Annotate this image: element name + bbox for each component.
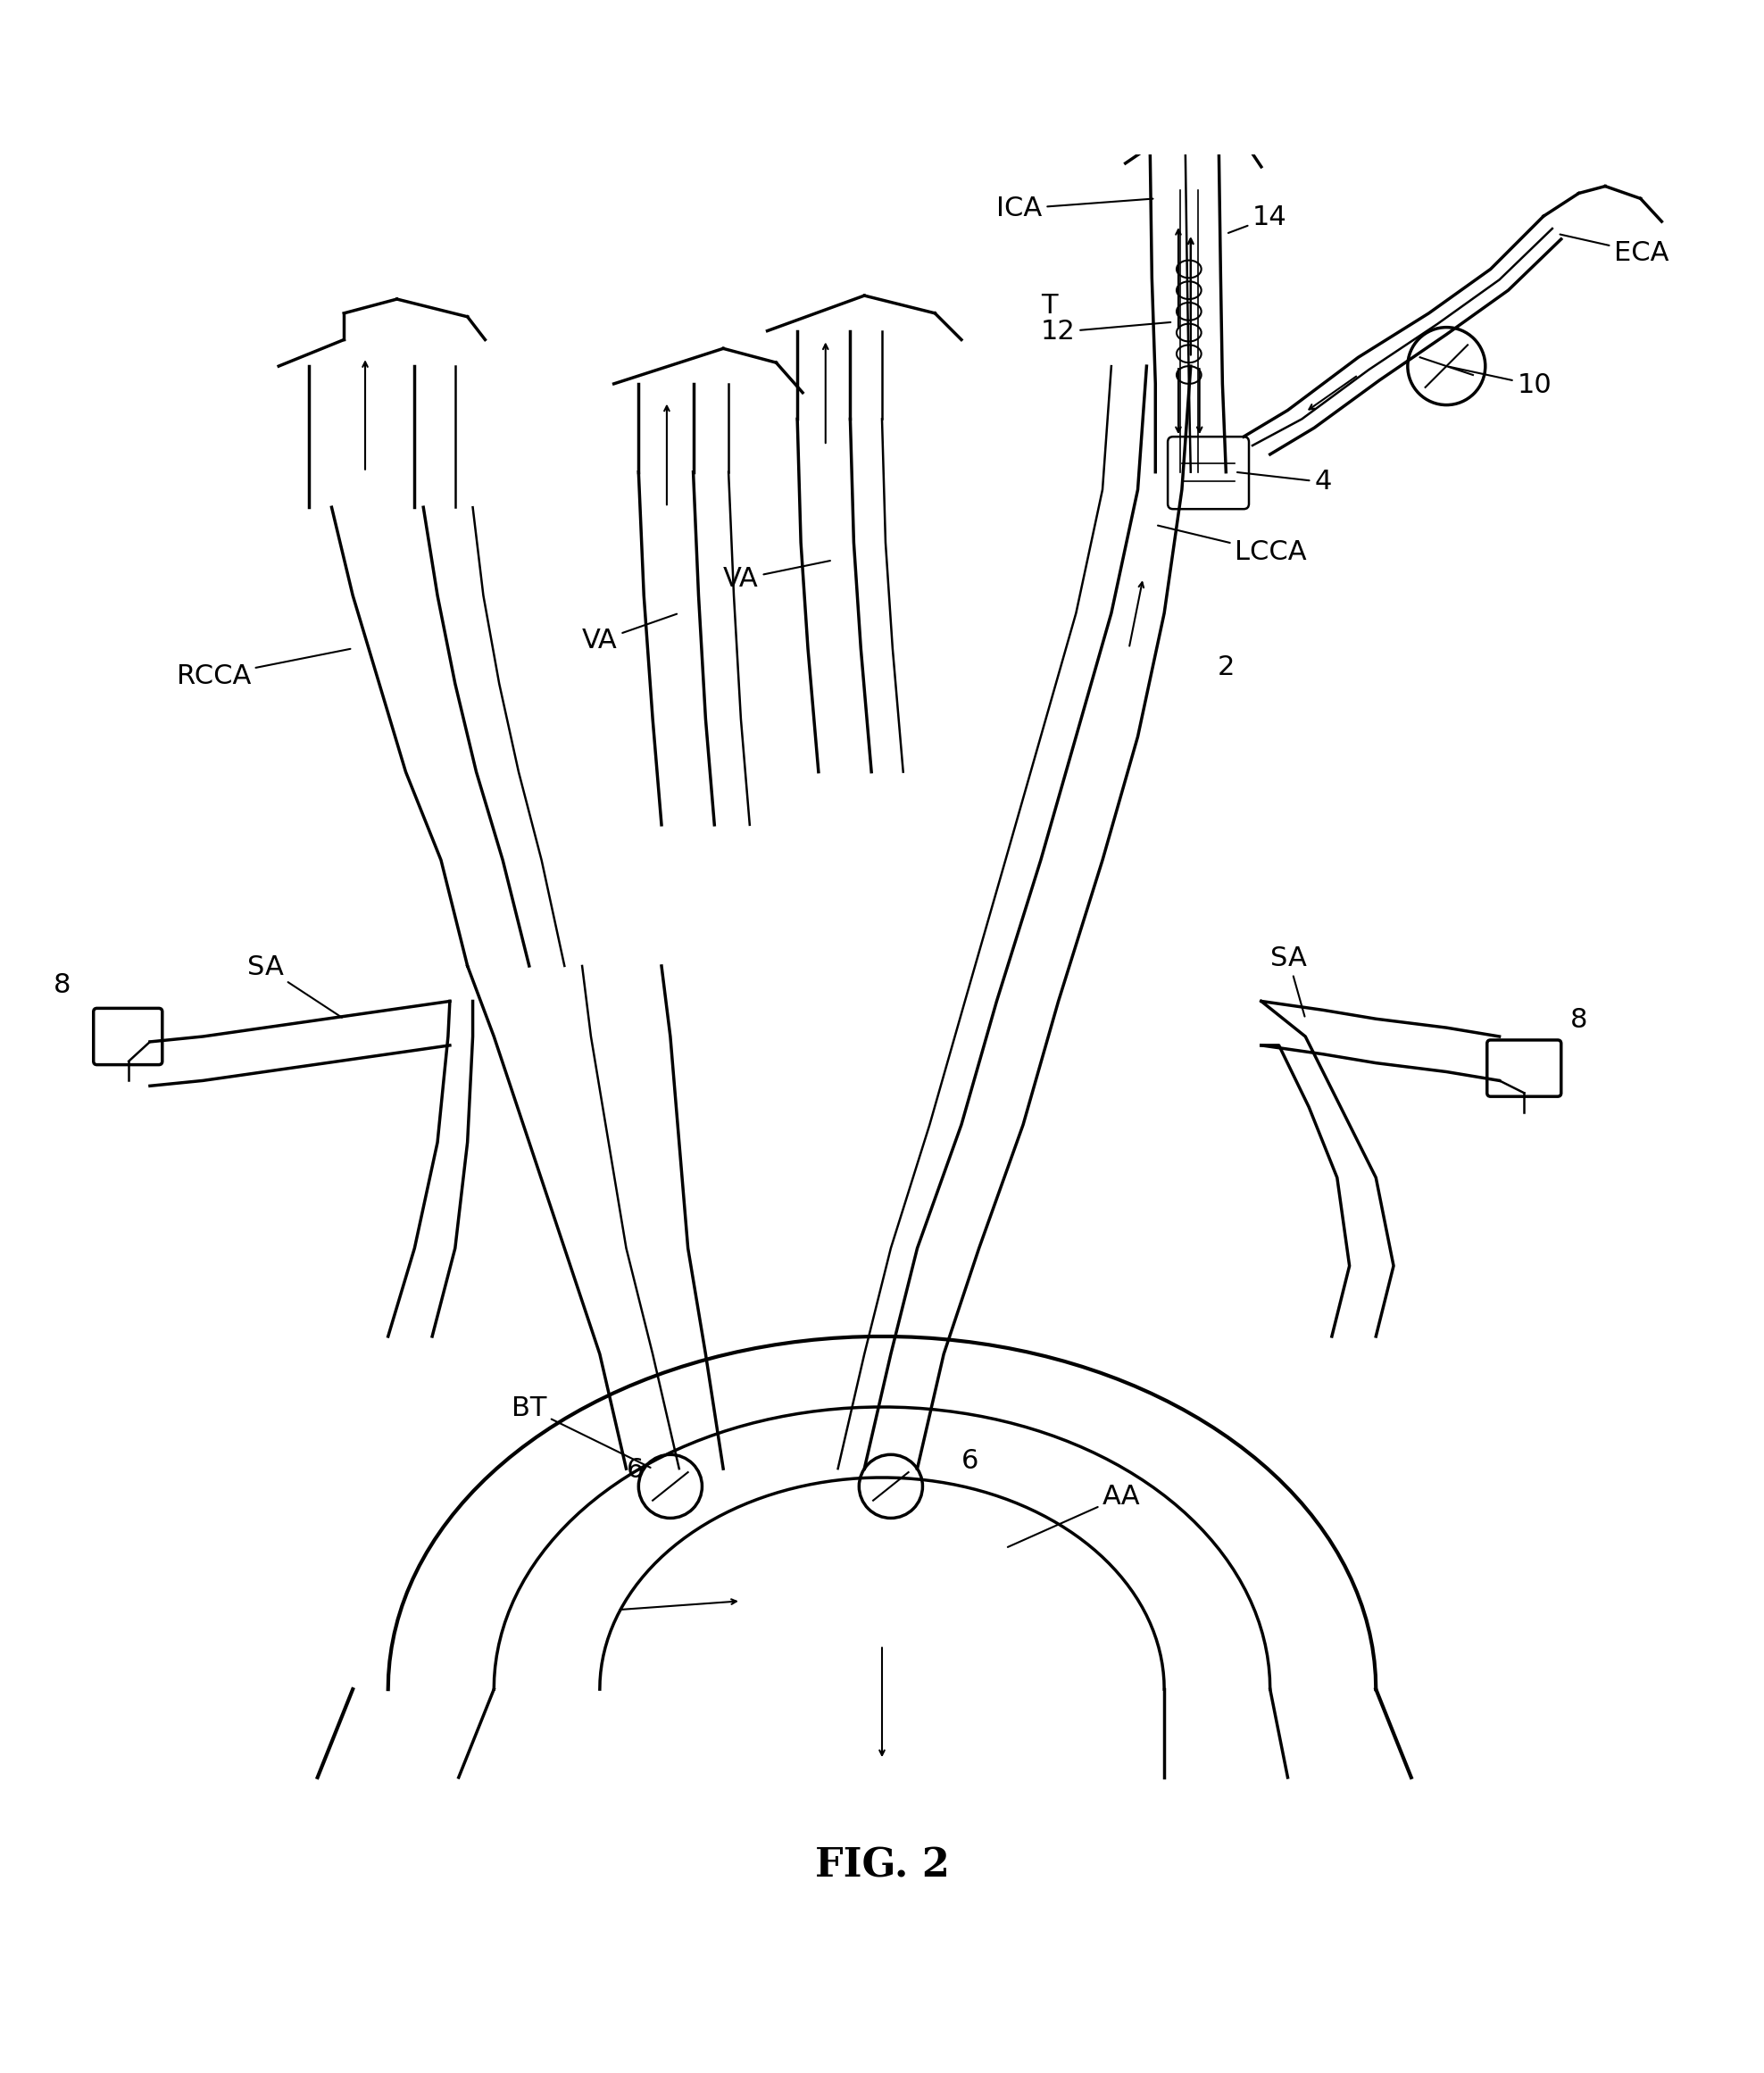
Text: AA: AA [1007,1484,1141,1546]
Text: 8: 8 [53,972,71,997]
Text: 8: 8 [1570,1007,1588,1032]
FancyBboxPatch shape [1168,437,1249,510]
Text: 2: 2 [1217,655,1235,680]
Text: 4: 4 [1237,468,1332,495]
Text: ICA: ICA [997,195,1154,222]
Text: SA: SA [247,954,342,1018]
Text: 6: 6 [961,1449,979,1474]
FancyBboxPatch shape [1487,1041,1561,1097]
Text: 6: 6 [626,1457,644,1482]
Text: RCCA: RCCA [176,649,351,688]
Text: SA: SA [1270,945,1307,1016]
Circle shape [1408,328,1485,404]
Text: ECA: ECA [1559,234,1669,265]
Text: T: T [1041,292,1058,319]
Text: 14: 14 [1228,205,1288,232]
Circle shape [859,1455,923,1517]
Text: VA: VA [723,560,831,593]
Text: VA: VA [582,614,677,653]
Text: 10: 10 [1448,367,1552,398]
Text: 12: 12 [1041,319,1171,344]
FancyBboxPatch shape [93,1007,162,1066]
Text: FIG. 2: FIG. 2 [815,1847,949,1884]
Text: BT: BT [512,1395,651,1468]
Text: LCCA: LCCA [1157,524,1307,566]
Circle shape [639,1455,702,1517]
